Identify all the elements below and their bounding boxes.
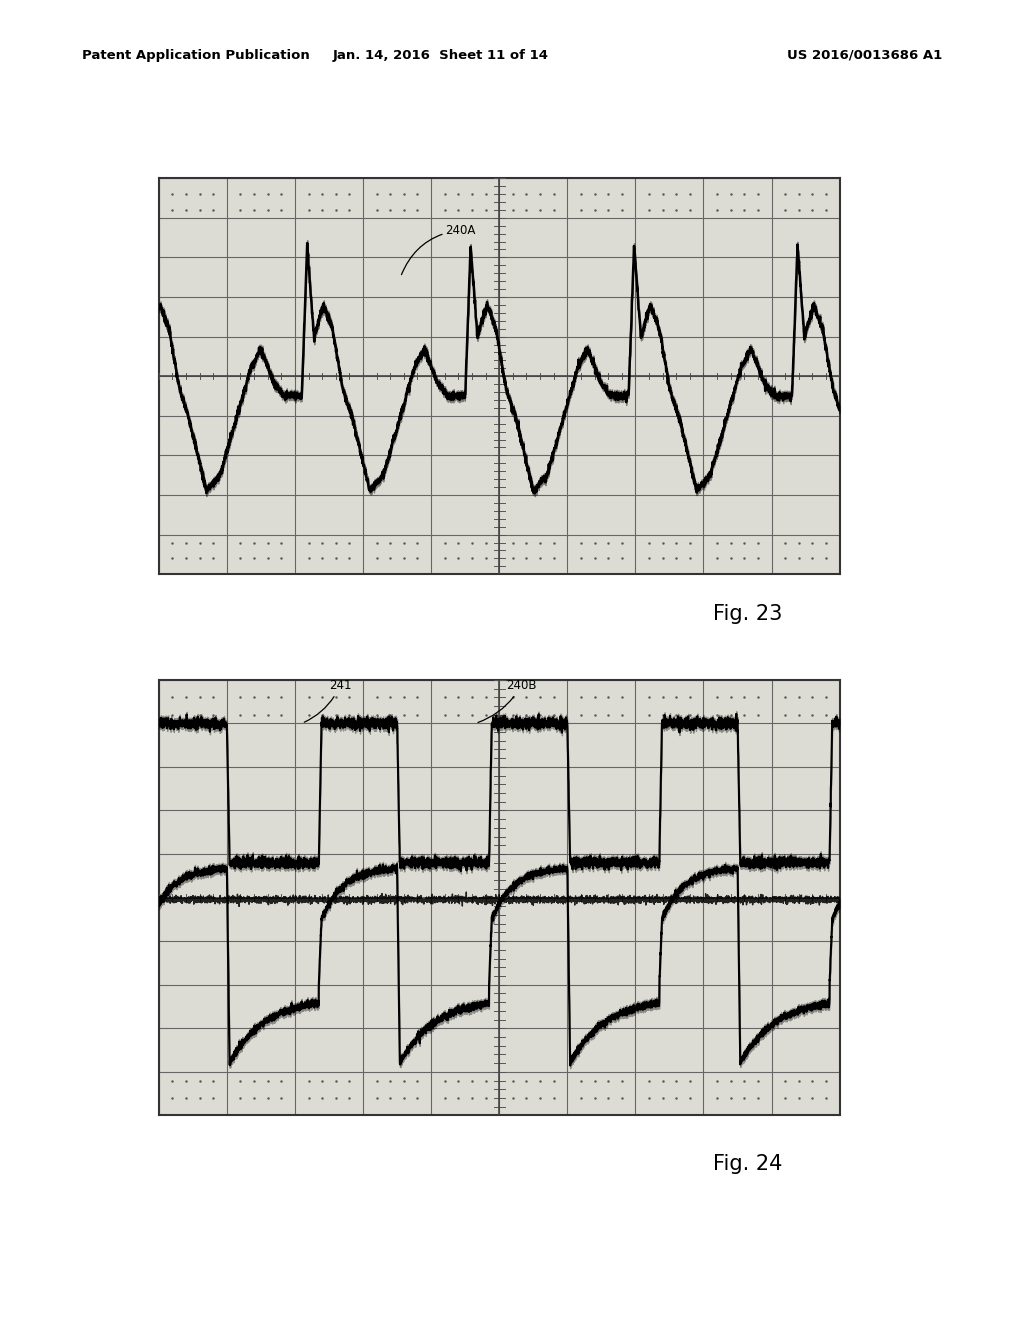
Text: 240B: 240B [478,678,537,722]
Text: US 2016/0013686 A1: US 2016/0013686 A1 [786,49,942,62]
Text: Fig. 24: Fig. 24 [713,1154,782,1175]
Text: Fig. 23: Fig. 23 [713,603,782,624]
Text: Jan. 14, 2016  Sheet 11 of 14: Jan. 14, 2016 Sheet 11 of 14 [333,49,548,62]
Text: Patent Application Publication: Patent Application Publication [82,49,309,62]
Text: 240A: 240A [401,223,475,275]
Text: 241: 241 [304,678,351,722]
